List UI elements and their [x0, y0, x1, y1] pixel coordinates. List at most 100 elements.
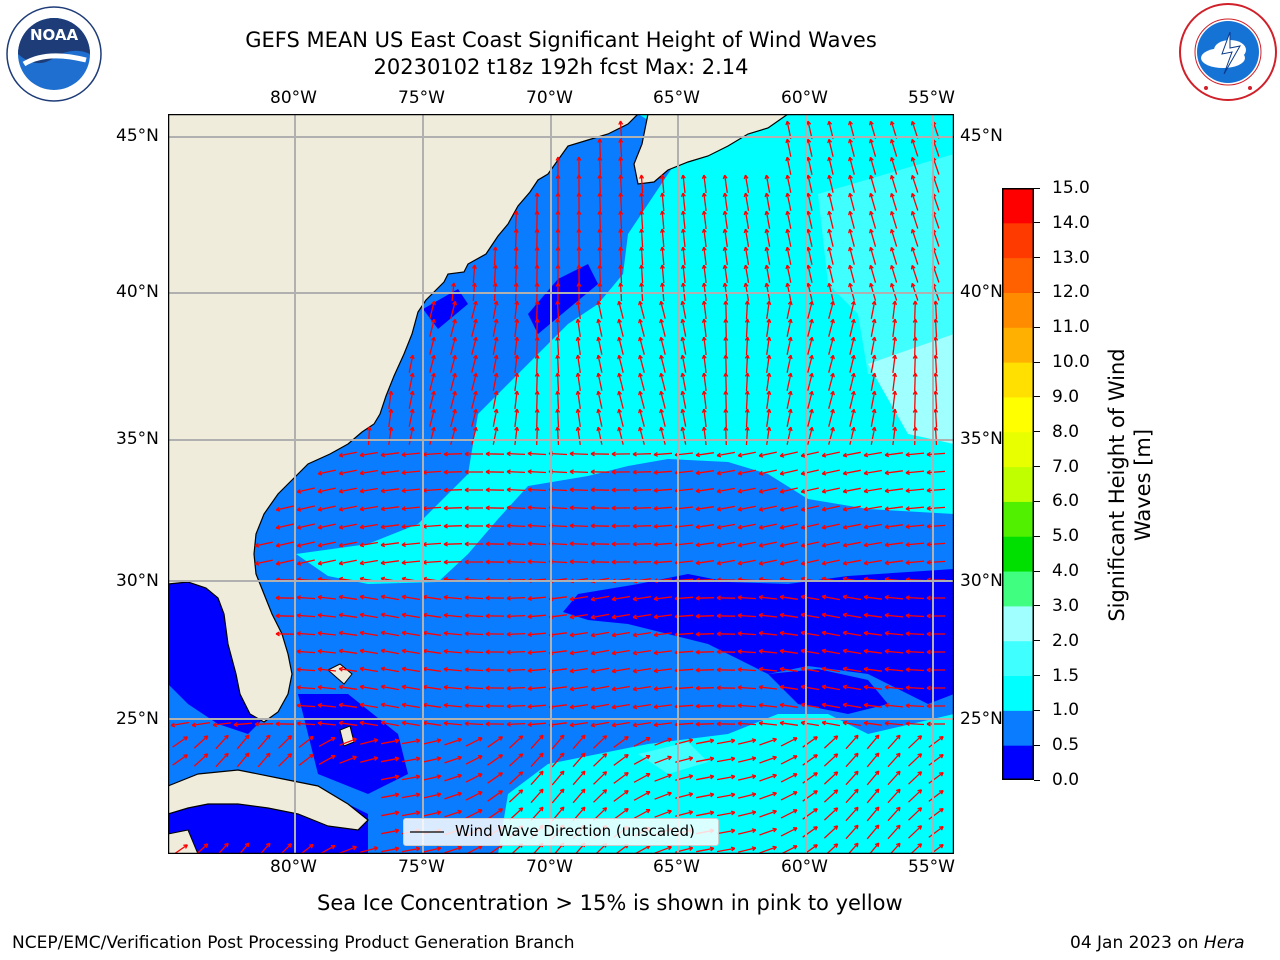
wave-direction-arrow — [843, 559, 861, 565]
wave-direction-arrowhead — [380, 684, 386, 690]
wave-direction-arrowhead — [506, 613, 511, 619]
wave-direction-arrow — [682, 211, 686, 229]
wave-direction-arrowhead — [821, 720, 827, 726]
wave-direction-arrow — [766, 391, 770, 409]
wave-direction-arrow — [914, 300, 916, 320]
wave-direction-arrowhead — [359, 470, 365, 476]
wave-direction-arrowhead — [709, 738, 715, 744]
wave-direction-arrow — [766, 373, 770, 391]
wave-direction-arrow — [738, 469, 756, 475]
wave-direction-arrow — [716, 811, 736, 817]
wave-direction-arrowhead — [912, 300, 918, 305]
wave-direction-arrowhead — [723, 408, 729, 413]
wave-direction-arrow — [716, 739, 736, 745]
wave-direction-arrowhead — [513, 264, 519, 269]
wave-direction-arrowhead — [485, 487, 490, 493]
wave-direction-arrow — [619, 138, 623, 158]
wave-direction-arrow — [506, 524, 526, 528]
wave-direction-arrowhead — [452, 408, 457, 414]
wave-direction-arrowhead — [792, 845, 798, 850]
wave-direction-arrow — [401, 703, 421, 709]
wave-direction-arrow — [556, 336, 560, 356]
wave-direction-arrow — [632, 685, 652, 691]
wave-direction-arrowhead — [779, 720, 785, 726]
wave-direction-arrow — [599, 192, 601, 212]
wave-direction-arrow — [759, 451, 777, 457]
wave-direction-arrowhead — [575, 372, 581, 378]
wave-direction-arrowhead — [611, 523, 616, 529]
wave-direction-arrowhead — [926, 505, 931, 511]
wave-direction-arrowhead — [539, 806, 544, 812]
wave-direction-arrowhead — [821, 470, 827, 476]
wave-direction-arrowhead — [275, 721, 280, 727]
wave-direction-arrowhead — [827, 210, 833, 216]
wave-direction-arrow — [339, 505, 357, 511]
wave-direction-arrow — [889, 842, 901, 854]
wave-direction-arrowhead — [493, 390, 499, 396]
wave-direction-arrowhead — [701, 318, 707, 324]
wave-direction-arrow — [569, 452, 589, 456]
wave-direction-arrowhead — [895, 806, 901, 812]
wave-direction-arrow — [640, 210, 644, 230]
wave-direction-arrowhead — [659, 354, 664, 360]
wave-direction-arrowhead — [730, 810, 736, 816]
wave-direction-arrow — [572, 752, 586, 768]
wave-direction-arrowhead — [394, 738, 400, 744]
wave-direction-arrow — [599, 246, 601, 266]
wave-direction-arrow — [618, 355, 624, 373]
wave-direction-arrowhead — [653, 451, 658, 457]
wave-direction-arrow — [359, 487, 379, 493]
wave-direction-arrowhead — [792, 827, 798, 832]
wave-direction-arrow — [911, 193, 919, 211]
wave-direction-arrowhead — [863, 720, 869, 726]
wave-direction-arrowhead — [695, 649, 700, 655]
wave-direction-arrow — [318, 737, 336, 747]
wave-direction-arrow — [551, 752, 565, 768]
wave-direction-arrowhead — [590, 668, 596, 674]
wave-direction-arrow — [660, 337, 666, 355]
run-date: 04 Jan 2023 on Hera — [1070, 933, 1245, 953]
wave-direction-arrowhead — [611, 451, 616, 457]
wave-direction-arrowhead — [758, 452, 764, 458]
wave-direction-arrowhead — [905, 649, 910, 655]
wave-direction-arrowhead — [730, 828, 736, 834]
wave-direction-arrowhead — [514, 354, 520, 360]
wave-direction-arrowhead — [203, 753, 209, 758]
wave-direction-arrow — [549, 596, 567, 600]
wave-direction-arrowhead — [701, 210, 707, 216]
wave-direction-arrowhead — [854, 734, 859, 740]
wave-direction-arrow — [716, 559, 736, 565]
wave-direction-arrow — [884, 722, 904, 726]
wave-direction-arrow — [801, 451, 819, 457]
wave-direction-arrowhead — [244, 734, 250, 740]
wave-direction-arrow — [914, 354, 916, 374]
wave-direction-arrowhead — [863, 648, 869, 654]
wave-direction-arrow — [401, 560, 421, 564]
wave-direction-arrow — [911, 265, 919, 283]
wave-direction-arrow — [786, 355, 792, 373]
wave-direction-arrow — [887, 734, 901, 750]
wave-direction-arrow — [381, 452, 399, 456]
wave-direction-arrowhead — [580, 734, 586, 740]
wave-direction-arrowhead — [575, 390, 581, 396]
wave-direction-arrowhead — [569, 541, 574, 547]
wave-direction-arrow — [695, 723, 715, 725]
wave-direction-arrow — [849, 409, 855, 427]
wave-direction-arrow — [278, 753, 292, 767]
colorbar-title-line1: Significant Height of Wind — [1105, 348, 1129, 622]
lon-label-top: 65°W — [653, 88, 700, 108]
wave-direction-arrowhead — [758, 488, 764, 494]
wave-direction-arrowhead — [874, 788, 880, 794]
wave-direction-arrowhead — [559, 806, 565, 812]
wave-direction-arrowhead — [317, 648, 323, 654]
wave-direction-arrow — [828, 121, 834, 139]
wave-direction-arrow — [492, 391, 498, 409]
wave-direction-arrowhead — [611, 487, 616, 493]
wave-direction-arrow — [738, 757, 756, 763]
wave-direction-arrowhead — [895, 770, 901, 776]
wave-direction-arrowhead — [602, 735, 608, 740]
wave-direction-arrow — [786, 121, 792, 139]
wave-direction-arrowhead — [895, 734, 901, 740]
wave-direction-arrow — [849, 211, 855, 229]
wave-direction-arrowhead — [366, 426, 372, 431]
